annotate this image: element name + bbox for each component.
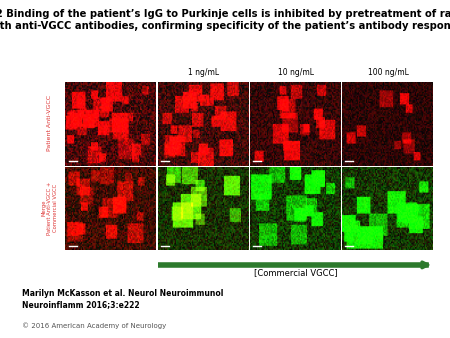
Text: Figure 2 Binding of the patient’s IgG to Purkinje cells is inhibited by pretreat: Figure 2 Binding of the patient’s IgG to… <box>0 9 450 31</box>
Text: Merge
Patient Anti-VGCC +
Commercial VGCC: Merge Patient Anti-VGCC + Commercial VGC… <box>41 181 58 235</box>
Text: 100 ng/mL: 100 ng/mL <box>368 68 409 77</box>
Text: Marilyn McKasson et al. Neurol Neuroimmunol
Neuroinflamm 2016;3:e222: Marilyn McKasson et al. Neurol Neuroimmu… <box>22 289 224 309</box>
Text: 10 ng/mL: 10 ng/mL <box>278 68 314 77</box>
Text: [Commercial VGCC]: [Commercial VGCC] <box>254 268 338 277</box>
Text: © 2016 American Academy of Neurology: © 2016 American Academy of Neurology <box>22 323 167 329</box>
Text: 1 ng/mL: 1 ng/mL <box>188 68 219 77</box>
Text: Patient Anti-VGCC: Patient Anti-VGCC <box>47 95 52 151</box>
